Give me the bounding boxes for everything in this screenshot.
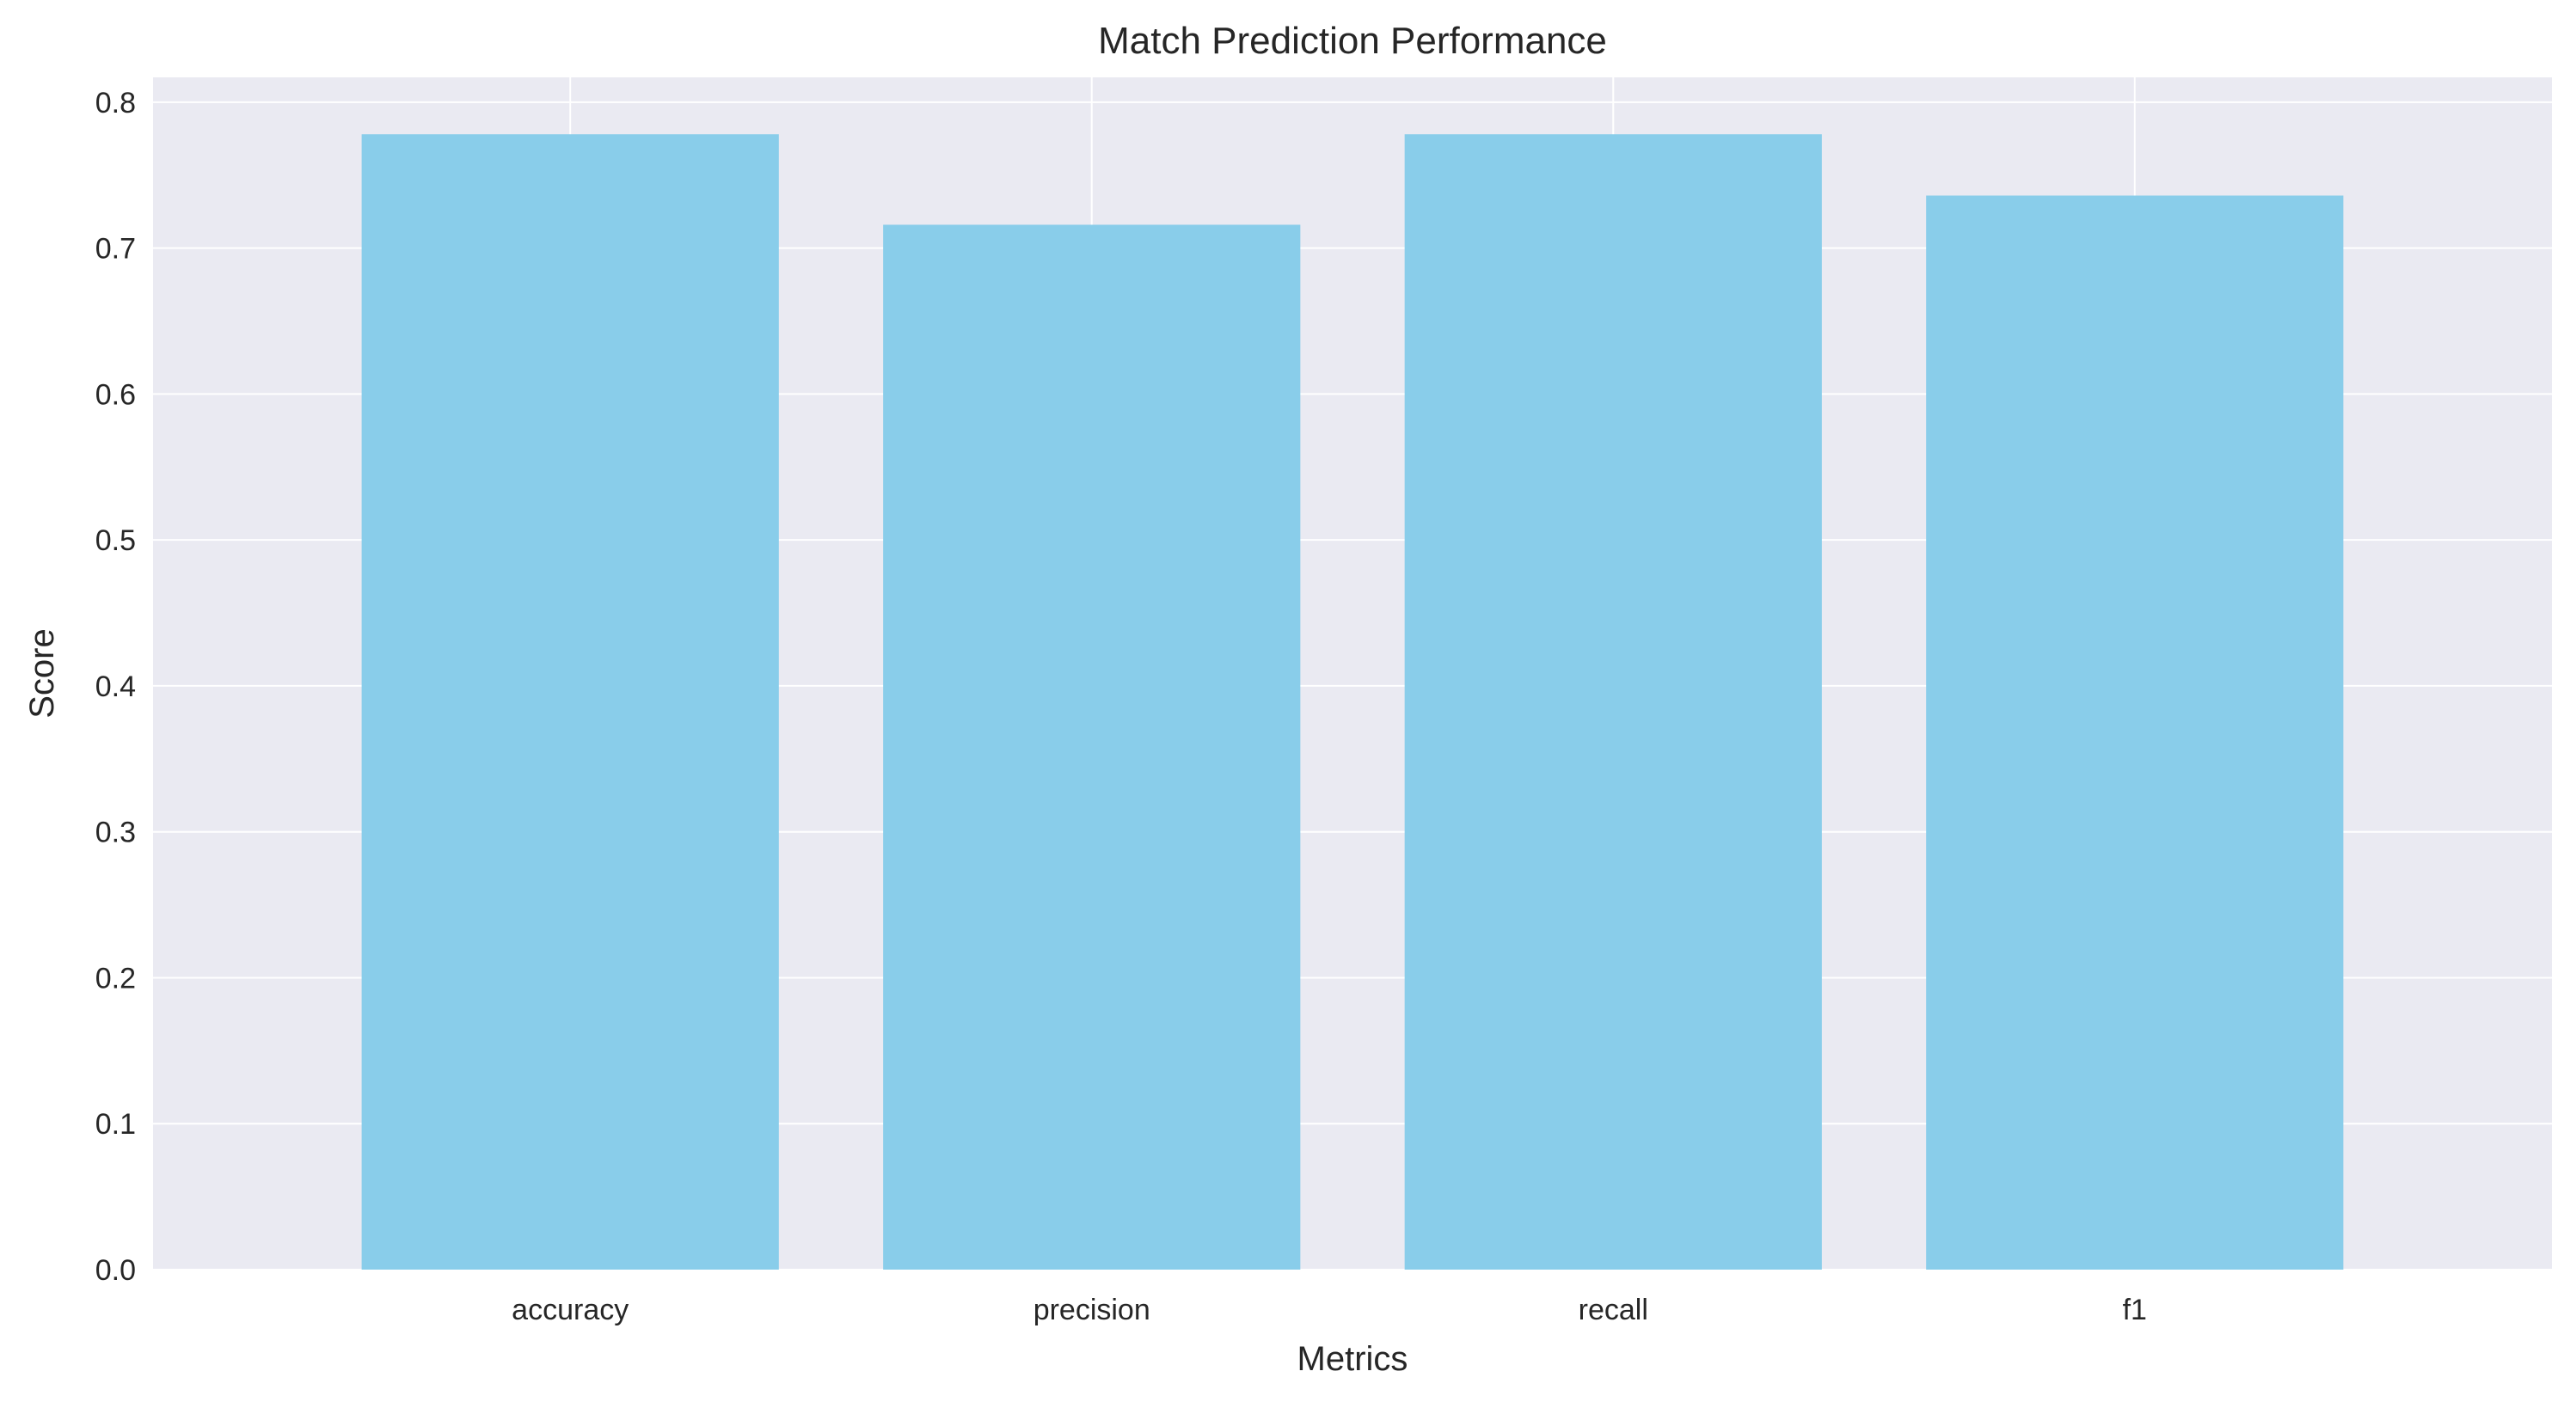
y-tick-label: 0.8 <box>95 87 136 119</box>
y-tick-label: 0.1 <box>95 1108 136 1141</box>
y-axis-ticks: 0.0 0.1 0.2 0.3 0.4 0.5 0.6 0.7 0.8 <box>95 87 136 1287</box>
x-axis-ticks: accuracy precision recall f1 <box>512 1294 2147 1326</box>
x-tick-label: f1 <box>2123 1294 2147 1326</box>
bar-precision <box>883 224 1301 1270</box>
y-tick-label: 0.4 <box>95 670 136 703</box>
bar-recall <box>1404 134 1822 1270</box>
bar-f1 <box>1926 195 2344 1270</box>
chart-title: Match Prediction Performance <box>1098 20 1607 62</box>
x-tick-label: accuracy <box>512 1294 629 1326</box>
x-tick-label: recall <box>1579 1294 1648 1326</box>
x-tick-label: precision <box>1033 1294 1150 1326</box>
y-axis-label: Score <box>23 628 61 719</box>
y-tick-label: 0.6 <box>95 378 136 411</box>
y-tick-label: 0.3 <box>95 817 136 849</box>
y-tick-label: 0.2 <box>95 962 136 995</box>
y-tick-label: 0.0 <box>95 1254 136 1287</box>
bar-accuracy <box>361 134 779 1270</box>
y-tick-label: 0.7 <box>95 233 136 266</box>
bars <box>361 134 2344 1270</box>
y-tick-label: 0.5 <box>95 524 136 557</box>
x-axis-label: Metrics <box>1297 1340 1408 1378</box>
